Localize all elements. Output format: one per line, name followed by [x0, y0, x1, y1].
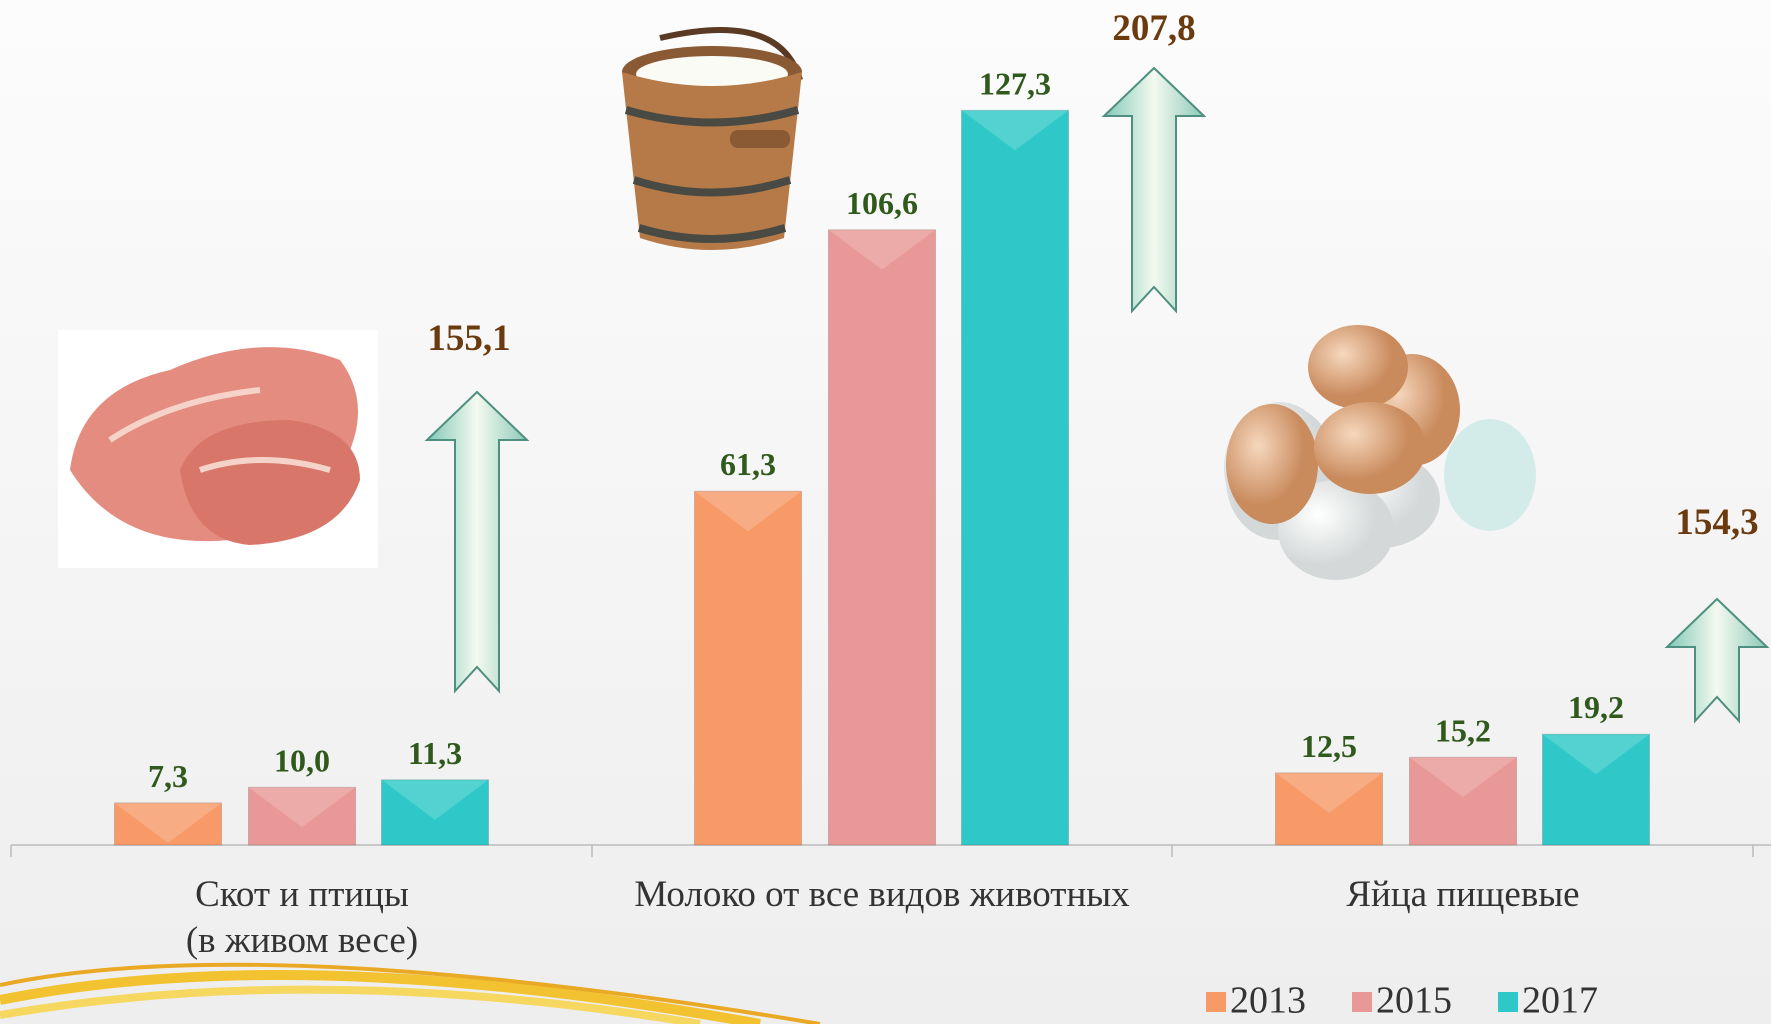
bar — [695, 491, 802, 845]
category-label: Яйца пищевые — [1173, 872, 1753, 918]
growth-arrow — [427, 392, 527, 691]
slide: 7,3 61,3 12,5 10,0 106,6 15,2 11,3 127,3 19,2 155… — [0, 0, 1771, 1024]
category-label: Скот и птицы (в живом весе) — [12, 872, 592, 964]
legend-label: 2013 — [1230, 980, 1306, 1022]
category-label: Молоко от все видов животных — [592, 872, 1172, 918]
legend-label: 2017 — [1522, 980, 1598, 1022]
growth-annotation: 154,3 — [1675, 502, 1758, 543]
growth-arrow — [1667, 599, 1767, 721]
value-label: 19,2 — [1568, 689, 1624, 725]
chart: 7,3 61,3 12,5 10,0 106,6 15,2 11,3 127,3 19,2 155… — [0, 0, 1771, 1024]
value-label: 12,5 — [1301, 728, 1357, 764]
value-label: 127,3 — [979, 65, 1051, 101]
value-label: 10,0 — [274, 742, 330, 778]
value-label: 61,3 — [720, 446, 776, 482]
legend-swatch — [1498, 992, 1518, 1012]
value-label: 15,2 — [1435, 712, 1491, 748]
milk-bucket-image — [622, 30, 802, 250]
meat-image — [58, 330, 378, 568]
legend-swatch — [1352, 992, 1372, 1012]
eggs-image — [1224, 325, 1536, 580]
growth-annotation: 155,1 — [427, 318, 510, 359]
legend-swatch — [1206, 992, 1226, 1012]
legend-label: 2015 — [1376, 980, 1452, 1022]
bar — [829, 230, 936, 845]
value-label: 106,6 — [846, 185, 918, 221]
value-label: 7,3 — [148, 758, 188, 794]
bar — [962, 110, 1069, 845]
growth-arrow — [1104, 68, 1204, 311]
decor-swoosh — [0, 965, 820, 1024]
growth-annotation: 207,8 — [1112, 8, 1195, 49]
value-label: 11,3 — [408, 735, 462, 771]
